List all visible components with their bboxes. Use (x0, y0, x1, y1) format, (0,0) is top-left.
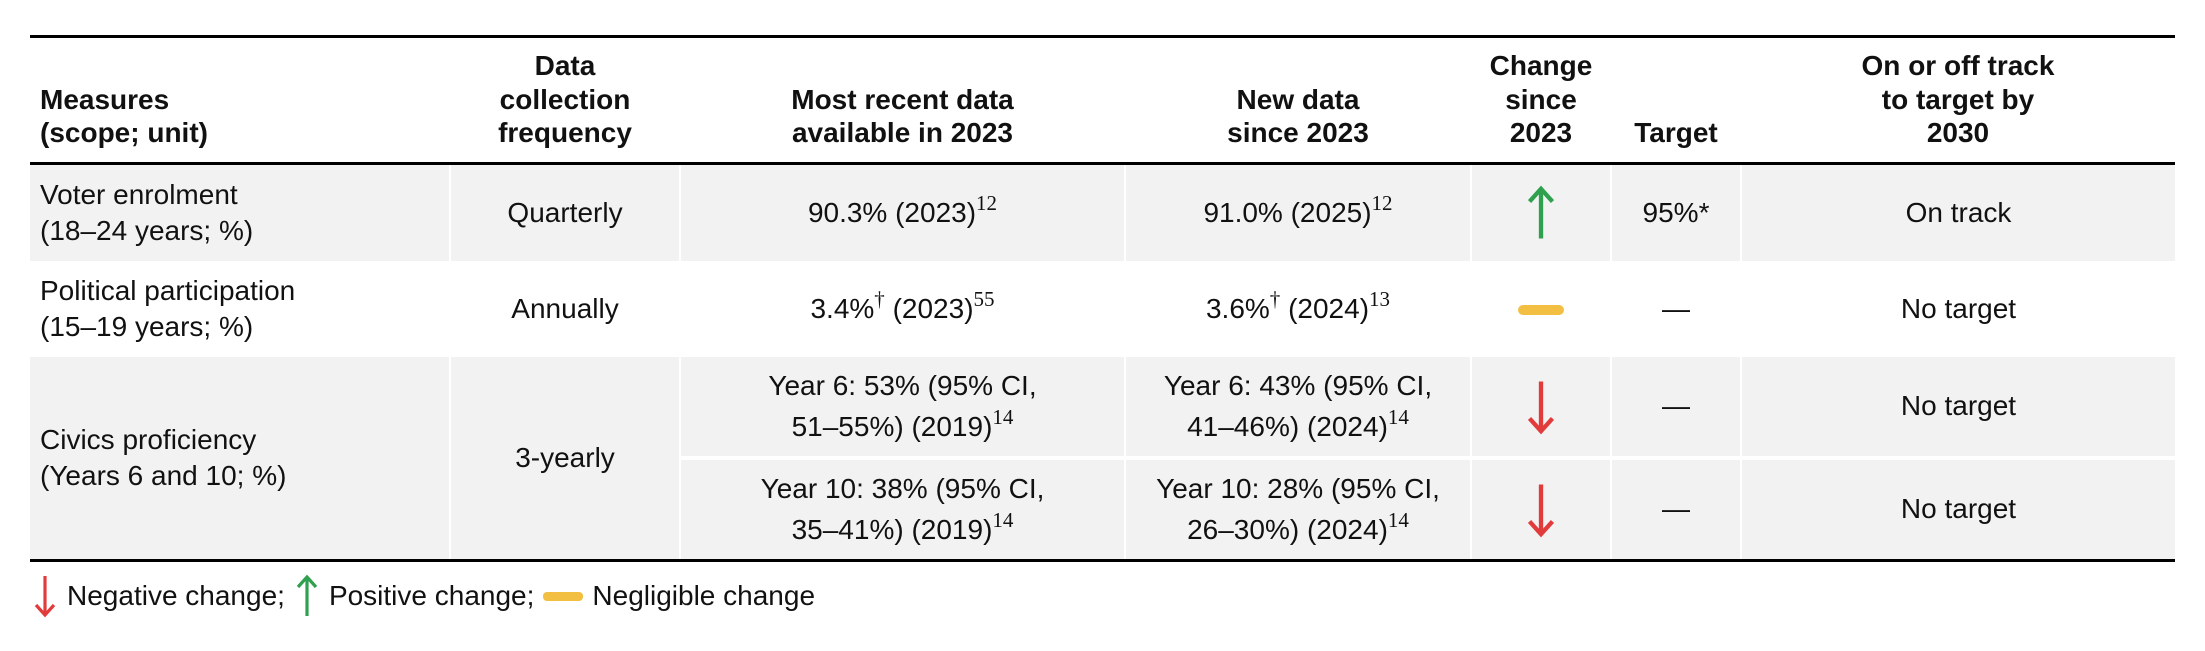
most-recent-value: Year 10: 38% (95% CI, 35–41%) (2019)14 (679, 456, 1125, 561)
row-civics-proficiency-year10: Year 10: 38% (95% CI, 35–41%) (2019)14 Y… (30, 456, 2175, 561)
new-data-value: Year 6: 43% (95% CI, 41–46%) (2024)14 (1124, 357, 1471, 458)
legend-item-negative: Negative change; (32, 573, 285, 619)
header-new-data: New data since 2023 (1125, 36, 1471, 165)
up-arrow-icon (296, 574, 318, 616)
negligible-change-icon (1518, 305, 1564, 316)
most-recent-value: Year 6: 53% (95% CI, 51–55%) (2019)14 (679, 357, 1125, 458)
new-data-value: 91.0% (2025)12 (1124, 163, 1471, 261)
header-measures: Measures (scope; unit) (30, 36, 450, 165)
target-value: 95%* (1610, 163, 1741, 261)
legend: Negative change; Positive change; Neglig… (32, 573, 815, 619)
target-value: — (1610, 456, 1741, 561)
measures-table: Measures (scope; unit) Data collection f… (30, 35, 2175, 562)
negligible-change-icon (543, 591, 584, 601)
measure-label: Civics proficiency (Years 6 and 10; %) (30, 357, 450, 561)
frequency-value: Annually (449, 261, 680, 357)
down-arrow-icon (34, 576, 56, 618)
down-arrow-icon (1527, 381, 1555, 434)
header-on-off-track: On or off track to target by 2030 (1741, 36, 2175, 165)
change-cell (1470, 456, 1611, 561)
legend-label: Negative change; (67, 580, 285, 611)
row-voter-enrolment: Voter enrolment (18–24 years; %) Quarter… (30, 163, 2175, 261)
indicator-table-figure: Measures (scope; unit) Data collection f… (30, 35, 2175, 618)
change-cell (1470, 163, 1611, 261)
track-status: No target (1740, 456, 2175, 561)
legend-label: Negligible change (592, 580, 816, 611)
header-row: Measures (scope; unit) Data collection f… (30, 36, 2175, 165)
most-recent-value: 3.4%† (2023)55 (679, 261, 1125, 357)
track-status: No target (1740, 261, 2175, 357)
change-cell (1470, 261, 1611, 357)
legend-item-negligible: Negligible change (543, 580, 815, 612)
header-target: Target (1611, 36, 1741, 165)
header-change-since-2023: Change since 2023 (1471, 36, 1611, 165)
track-status: No target (1740, 357, 2175, 458)
measure-label: Political participation (15–19 years; %) (30, 261, 450, 357)
legend-label: Positive change; (328, 580, 535, 611)
new-data-value: 3.6%† (2024)13 (1124, 261, 1471, 357)
down-arrow-icon (1527, 484, 1555, 537)
frequency-value: 3-yearly (449, 357, 680, 561)
new-data-value: Year 10: 28% (95% CI, 26–30%) (2024)14 (1124, 456, 1471, 561)
track-status: On track (1740, 163, 2175, 261)
header-most-recent-data: Most recent data available in 2023 (680, 36, 1125, 165)
row-civics-proficiency-year6: Civics proficiency (Years 6 and 10; %) 3… (30, 357, 2175, 561)
change-cell (1470, 357, 1611, 458)
most-recent-value: 90.3% (2023)12 (679, 163, 1125, 261)
up-arrow-icon (1527, 185, 1555, 239)
header-data-collection-frequency: Data collection frequency (450, 36, 680, 165)
row-political-participation: Political participation (15–19 years; %)… (30, 261, 2175, 357)
target-value: — (1610, 357, 1741, 458)
measure-label: Voter enrolment (18–24 years; %) (30, 163, 450, 261)
legend-item-positive: Positive change; (294, 573, 534, 619)
target-value: — (1610, 261, 1741, 357)
frequency-value: Quarterly (449, 163, 680, 261)
